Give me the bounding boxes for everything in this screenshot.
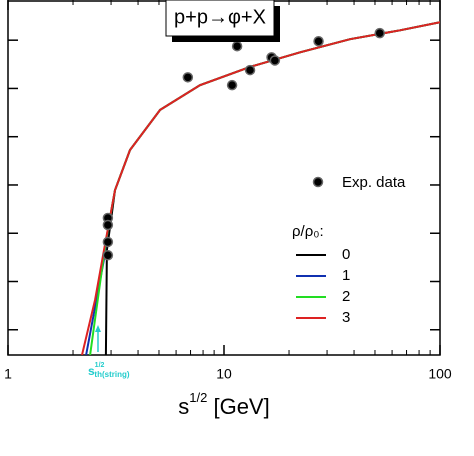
- annotation-label: s1/2 th(string): [88, 362, 130, 379]
- annotation-arrow-head: [94, 325, 101, 332]
- legend-label: 0: [342, 246, 350, 263]
- x-tick-label: 1: [4, 366, 12, 382]
- data-point: [313, 36, 324, 47]
- x-tick-label: 10: [216, 366, 232, 382]
- annotation-base: s: [88, 364, 95, 378]
- data-point: [102, 236, 114, 248]
- x-tick-label: 100: [428, 366, 452, 382]
- data-point: [231, 40, 243, 52]
- x-label-rest: [GeV]: [207, 394, 269, 419]
- legend-label: Exp. data: [342, 174, 406, 191]
- data-point: [182, 72, 194, 83]
- chart-title: p+p→φ+X: [174, 6, 266, 28]
- data-point: [269, 55, 281, 66]
- title-box: [165, 0, 275, 37]
- data-point: [102, 249, 114, 261]
- legend-title: ρ/ρ₀:: [292, 223, 324, 240]
- x-label-sup: 1/2: [189, 390, 207, 405]
- legend-marker: [312, 176, 324, 188]
- data-point: [102, 219, 114, 231]
- x-label-base: s: [178, 394, 189, 419]
- data-point: [226, 79, 238, 91]
- data-point: [244, 64, 256, 76]
- legend-label: 2: [342, 288, 350, 305]
- x-axis-label: s1/2 [GeV]: [178, 390, 269, 418]
- data-point: [374, 27, 385, 39]
- annotation-sub: th(string): [94, 370, 129, 379]
- legend-label: 3: [342, 309, 350, 326]
- legend-label: 1: [342, 267, 350, 284]
- annotation-sup: 1/2: [95, 362, 105, 369]
